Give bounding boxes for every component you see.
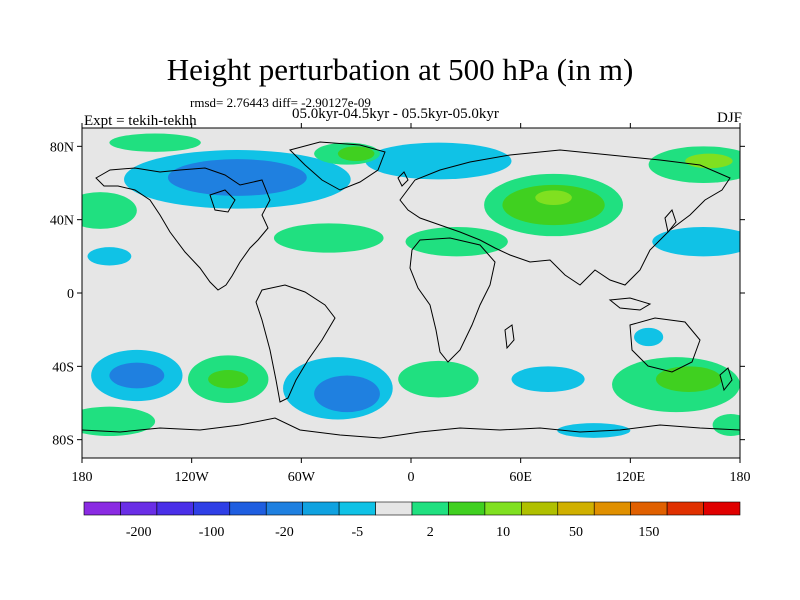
field-region-antarctic-negative [557, 423, 631, 438]
period-text: 05.0kyr-04.5kyr - 05.5kyr-05.0kyr [292, 106, 499, 122]
map-area [82, 128, 740, 458]
colorbar-swatch [375, 501, 413, 516]
coast-japan [664, 209, 677, 234]
colorbar-swatch [156, 501, 194, 516]
field-region-north-pacific-positive [82, 192, 137, 229]
coast-uk [397, 171, 409, 187]
colorbar-swatch [120, 501, 158, 516]
colorbar-label: -100 [199, 525, 225, 540]
map-title: Height perturbation at 500 hPa (in m) [166, 52, 634, 87]
colorbar-label: 10 [496, 525, 510, 540]
colorbar-swatch [229, 501, 267, 516]
field-region-south-pacific-core [109, 362, 165, 389]
field-region-pacific-west-negative [652, 227, 740, 257]
x-tick-label: 180 [72, 470, 93, 485]
field-region-south-atlantic-core [314, 375, 380, 413]
colorbar-label: 2 [427, 525, 434, 540]
coast-greenland [289, 141, 386, 191]
colorbar-label: -5 [351, 525, 363, 540]
field-region-greenland-core-positive [337, 146, 375, 162]
colorbar-label: -200 [126, 525, 152, 540]
coast-indonesia [608, 297, 652, 311]
field-region-africa-positive [405, 227, 508, 257]
colorbar-swatch [302, 501, 340, 516]
field-region-australia-south-core [655, 366, 722, 392]
coast-antarctica [82, 417, 740, 439]
coast-africa [409, 237, 496, 363]
y-tick-label: 40N [50, 214, 74, 229]
x-tick-label: 60W [288, 470, 316, 485]
y-tick-label: 40S [52, 360, 74, 375]
experiment-label: Expt = tekih-tekhh [84, 113, 197, 129]
field-region-north-canada-strong-negative [167, 159, 307, 196]
field-region-southern-ocean-positive [82, 406, 156, 436]
colorbar-label: -20 [275, 525, 294, 540]
field-region-north-pacific-negative [87, 247, 132, 266]
field-region-australia-negative [633, 327, 664, 347]
colorbar-swatch [411, 501, 449, 516]
colorbar-label: 50 [569, 525, 583, 540]
field-region-east-siberia-peak [685, 153, 733, 169]
colorbar-swatch [593, 501, 631, 516]
field-region-indian-ocean-negative [511, 366, 585, 392]
field-region-south-indian-positive [398, 360, 479, 398]
field-region-arctic-pacific-positive [109, 133, 201, 152]
colorbar-swatch [448, 501, 486, 516]
field-region-south-pacific-east-core [208, 370, 249, 389]
colorbar-label: 150 [638, 525, 659, 540]
colorbar-swatch [630, 501, 668, 516]
colorbar-swatch [338, 501, 376, 516]
field-region-antarctic-east-positive [712, 414, 740, 436]
coastlines [82, 141, 740, 439]
x-tick-label: 0 [408, 470, 415, 485]
colorbar-swatch [703, 501, 741, 516]
y-tick-label: 80S [52, 434, 74, 449]
field-regions [82, 133, 740, 438]
x-tick-label: 120E [616, 470, 646, 485]
x-tick-label: 60E [509, 470, 532, 485]
colorbar-swatch [83, 501, 121, 516]
stats-text: rmsd= 2.76443 diff= -2.90127e-09 [190, 95, 371, 110]
coast-hudson-bay [209, 189, 236, 213]
colorbar-swatch [484, 501, 522, 516]
coast-new-zealand [719, 367, 733, 392]
x-tick-label: 180 [730, 470, 751, 485]
colorbar: -200 -100 -20 -5 2 10 50 150 [83, 501, 741, 540]
colorbar-swatch [521, 501, 559, 516]
field-region-siberia-negative [365, 142, 512, 180]
y-tick-label: 80N [50, 140, 74, 155]
colorbar-swatch [265, 501, 303, 516]
coast-australia [629, 317, 701, 373]
colorbar-swatch [193, 501, 231, 516]
coast-north-america [95, 167, 271, 291]
colorbar-swatch [557, 501, 595, 516]
colorbar-swatch [666, 501, 704, 516]
season-label: DJF [716, 110, 742, 126]
map-axes: 180 120W 60W 0 60E 120E 180 80N 40N 0 40S 80S [50, 123, 751, 485]
field-region-atlantic-positive [273, 223, 384, 253]
coast-madagascar [504, 324, 515, 350]
x-tick-label: 120W [175, 470, 210, 485]
y-tick-label: 0 [67, 287, 74, 302]
coast-south-america [255, 284, 336, 403]
field-region-central-asia-peak [535, 190, 572, 206]
coast-eurasia [399, 149, 731, 286]
